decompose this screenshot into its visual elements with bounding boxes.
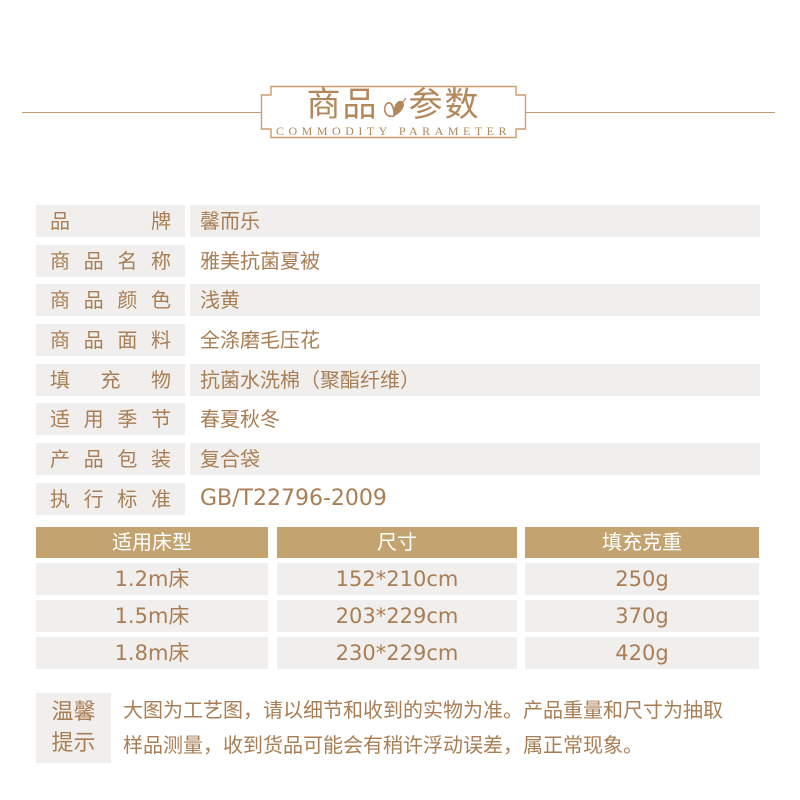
table-row: 1.2m床 152*210cm 250g [36,563,760,595]
attr-label: 执行标准 [36,482,185,515]
page-title-left: 商品 [306,85,379,125]
attr-row-standard: 执行标准 GB/T22796-2009 [36,482,760,515]
table-header-fill-weight: 填充克重 [525,527,759,558]
size-spec-table: 适用床型 尺寸 填充克重 1.2m床 152*210cm 250g 1.5m床 … [36,527,760,674]
attr-row-color: 商品颜色 浅黄 [36,284,760,317]
table-cell-size: 203*229cm [277,600,517,632]
attr-value: 抗菌水洗棉（聚酯纤维） [190,363,760,396]
attr-value: 复合袋 [190,443,760,476]
section-header-content: 商品 参数 COMMODITY PARAMETER [260,85,527,139]
table-cell-size: 230*229cm [277,637,517,669]
attr-label: 商品面料 [36,324,185,357]
table-cell-bed-type: 1.8m床 [36,637,268,669]
table-header-row: 适用床型 尺寸 填充克重 [36,527,760,558]
warm-tips: 温馨 提示 大图为工艺图，请以细节和收到的实物为准。产品重量和尺寸为抽取 样品测… [36,693,760,763]
page-subtitle: COMMODITY PARAMETER [276,124,511,138]
attr-value: 浅黄 [190,284,760,317]
table-cell-size: 152*210cm [277,563,517,595]
warm-tips-label-line2: 提示 [51,731,96,756]
attr-value: 春夏秋冬 [200,407,280,432]
table-row: 1.5m床 203*229cm 370g [36,600,760,632]
warm-tips-text-line1: 大图为工艺图，请以细节和收到的实物为准。产品重量和尺寸为抽取 [123,698,723,722]
attr-row-filling: 填充物 抗菌水洗棉（聚酯纤维） [36,363,760,396]
attr-row-product-name: 商品名称 雅美抗菌夏被 [36,244,760,277]
table-header-size: 尺寸 [277,527,517,558]
table-cell-bed-type: 1.2m床 [36,563,268,595]
table-cell-fill-weight: 370g [525,600,759,632]
attribute-list: 品牌 馨而乐 商品名称 雅美抗菌夏被 商品颜色 浅黄 商品面料 全涤磨毛压花 填… [36,205,760,523]
attr-label: 适用季节 [36,403,185,436]
attr-value: 馨而乐 [190,205,760,237]
warm-tips-label: 温馨 提示 [36,693,111,763]
page-title-right: 参数 [408,85,481,125]
attr-label: 品牌 [36,205,185,237]
attr-value: 全涤磨毛压花 [200,328,320,353]
table-cell-fill-weight: 420g [525,637,759,669]
attr-row-fabric: 商品面料 全涤磨毛压花 [36,324,760,357]
butterfly-icon [383,97,406,118]
attr-row-season: 适用季节 春夏秋冬 [36,403,760,436]
warm-tips-text: 大图为工艺图，请以细节和收到的实物为准。产品重量和尺寸为抽取 样品测量，收到货品… [123,693,723,763]
attr-value: 雅美抗菌夏被 [200,248,320,273]
page-title: 商品 参数 [307,88,481,122]
attr-label: 商品名称 [36,244,185,277]
attr-value: GB/T22796-2009 [200,485,387,511]
attr-label: 商品颜色 [36,284,185,317]
attr-row-brand: 品牌 馨而乐 [36,205,760,237]
warm-tips-text-line2: 样品测量，收到货品可能会有稍许浮动误差，属正常现象。 [123,733,643,757]
section-header: 商品 参数 COMMODITY PARAMETER [260,85,527,139]
attr-row-packaging: 产品包装 复合袋 [36,443,760,476]
table-row: 1.8m床 230*229cm 420g [36,637,760,669]
table-cell-fill-weight: 250g [525,563,759,595]
table-header-bed-type: 适用床型 [36,527,268,558]
table-cell-bed-type: 1.5m床 [36,600,268,632]
attr-label: 产品包装 [36,443,185,476]
warm-tips-label-line1: 温馨 [51,700,96,725]
attr-label: 填充物 [36,363,185,396]
